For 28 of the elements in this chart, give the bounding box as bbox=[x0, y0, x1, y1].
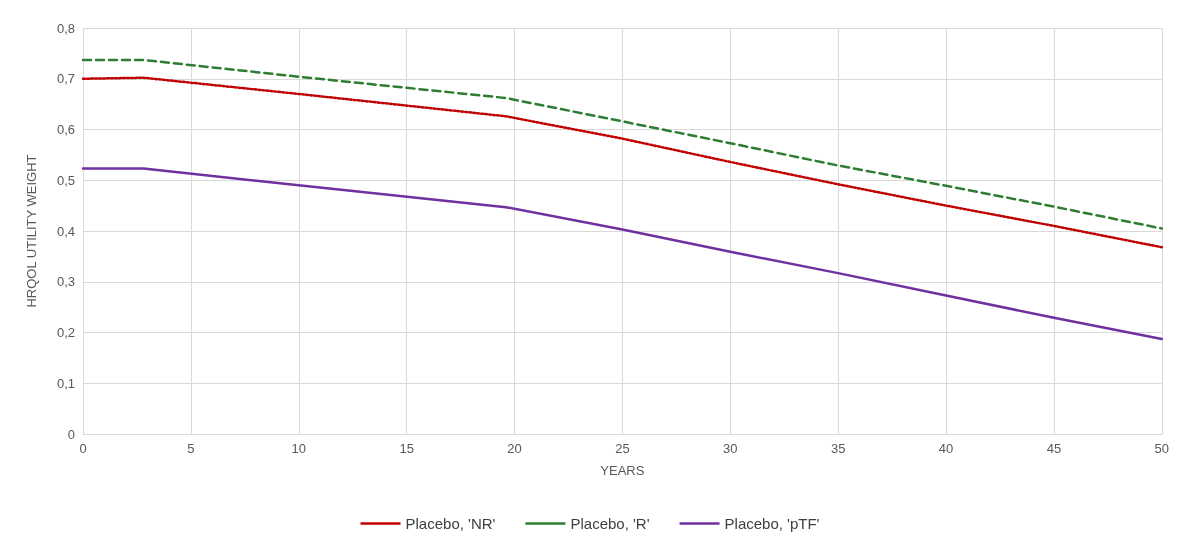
y-tick-label: 0,6 bbox=[56, 122, 75, 137]
x-tick-label: 50 bbox=[1154, 441, 1169, 456]
line-series bbox=[81, 167, 1164, 341]
x-axis-title: YEARS bbox=[600, 463, 645, 478]
legend-label: Placebo, 'pTF' bbox=[724, 515, 820, 532]
x-tick-label: 35 bbox=[830, 441, 846, 456]
y-tick-label: 0,1 bbox=[56, 375, 75, 391]
y-tick-label: 0,8 bbox=[56, 20, 75, 36]
x-tick-label: 40 bbox=[938, 441, 954, 456]
x-tick-label: 30 bbox=[723, 441, 738, 456]
x-tick-label: 0 bbox=[79, 441, 87, 456]
x-tick-label: 25 bbox=[615, 441, 630, 456]
x-tick-label: 45 bbox=[1046, 441, 1062, 456]
y-tick-label: 0,3 bbox=[56, 274, 75, 290]
x-tick-label: 5 bbox=[187, 441, 195, 456]
x-tick-label: 15 bbox=[399, 441, 414, 456]
line-series bbox=[81, 58, 1164, 230]
y-axis-title: HRQOL UTILITY WEIGHT bbox=[24, 154, 39, 308]
x-tick-label: 10 bbox=[291, 441, 306, 456]
line-series bbox=[81, 76, 1164, 249]
y-tick-label: 0,5 bbox=[56, 172, 75, 188]
legend-label: Placebo, 'NR' bbox=[405, 515, 496, 532]
y-tick-label: 0,4 bbox=[56, 223, 75, 239]
x-tick-label: 20 bbox=[507, 441, 522, 456]
legend-label: Placebo, 'R' bbox=[570, 515, 650, 532]
y-tick-label: 0 bbox=[67, 426, 75, 442]
y-tick-label: 0,7 bbox=[56, 71, 75, 87]
y-tick-label: 0,2 bbox=[56, 325, 75, 340]
